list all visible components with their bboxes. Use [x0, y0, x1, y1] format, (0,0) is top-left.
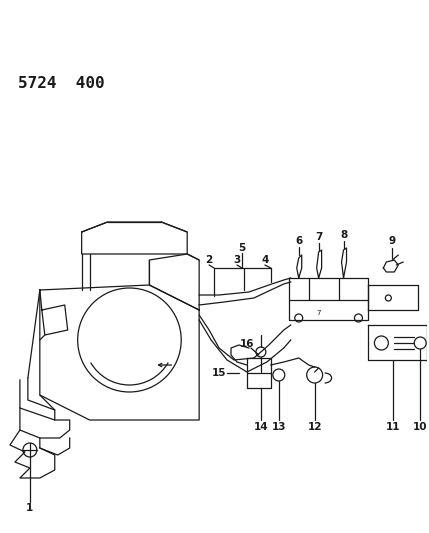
Text: 14: 14 — [254, 422, 268, 432]
Text: 5724  400: 5724 400 — [18, 76, 105, 91]
Text: 3: 3 — [233, 255, 241, 265]
Text: 15: 15 — [212, 368, 227, 378]
Text: 2: 2 — [205, 255, 213, 265]
Text: 8: 8 — [340, 230, 347, 240]
Text: 6: 6 — [295, 236, 302, 246]
Text: 11: 11 — [386, 422, 401, 432]
Text: 7: 7 — [315, 232, 322, 242]
Text: 4: 4 — [261, 255, 269, 265]
Text: 16: 16 — [240, 339, 254, 349]
Text: 9: 9 — [389, 236, 396, 246]
Text: 10: 10 — [413, 422, 427, 432]
Text: 12: 12 — [308, 422, 322, 432]
Text: 7: 7 — [317, 310, 321, 316]
Text: 13: 13 — [272, 422, 286, 432]
Text: 1: 1 — [26, 503, 33, 513]
Text: 5: 5 — [239, 243, 245, 253]
